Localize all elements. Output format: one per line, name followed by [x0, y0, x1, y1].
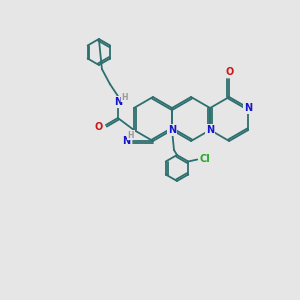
Text: N: N: [114, 97, 122, 107]
Text: H: H: [128, 130, 134, 140]
Text: H: H: [122, 92, 128, 101]
Text: Cl: Cl: [200, 154, 211, 164]
Text: N: N: [122, 136, 130, 146]
Text: O: O: [225, 67, 233, 77]
Text: O: O: [95, 122, 103, 132]
Text: N: N: [168, 125, 176, 135]
Text: N: N: [206, 125, 214, 135]
Text: N: N: [244, 103, 252, 113]
